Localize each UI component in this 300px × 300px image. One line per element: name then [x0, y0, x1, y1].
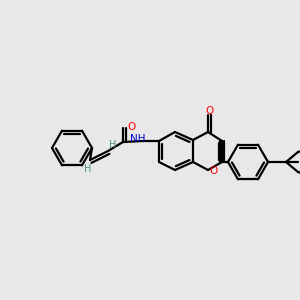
- Text: O: O: [206, 106, 214, 116]
- Text: H: H: [84, 164, 92, 174]
- Text: O: O: [127, 122, 135, 132]
- Text: O: O: [209, 166, 217, 176]
- Text: H: H: [109, 140, 117, 150]
- Text: NH: NH: [130, 134, 146, 144]
